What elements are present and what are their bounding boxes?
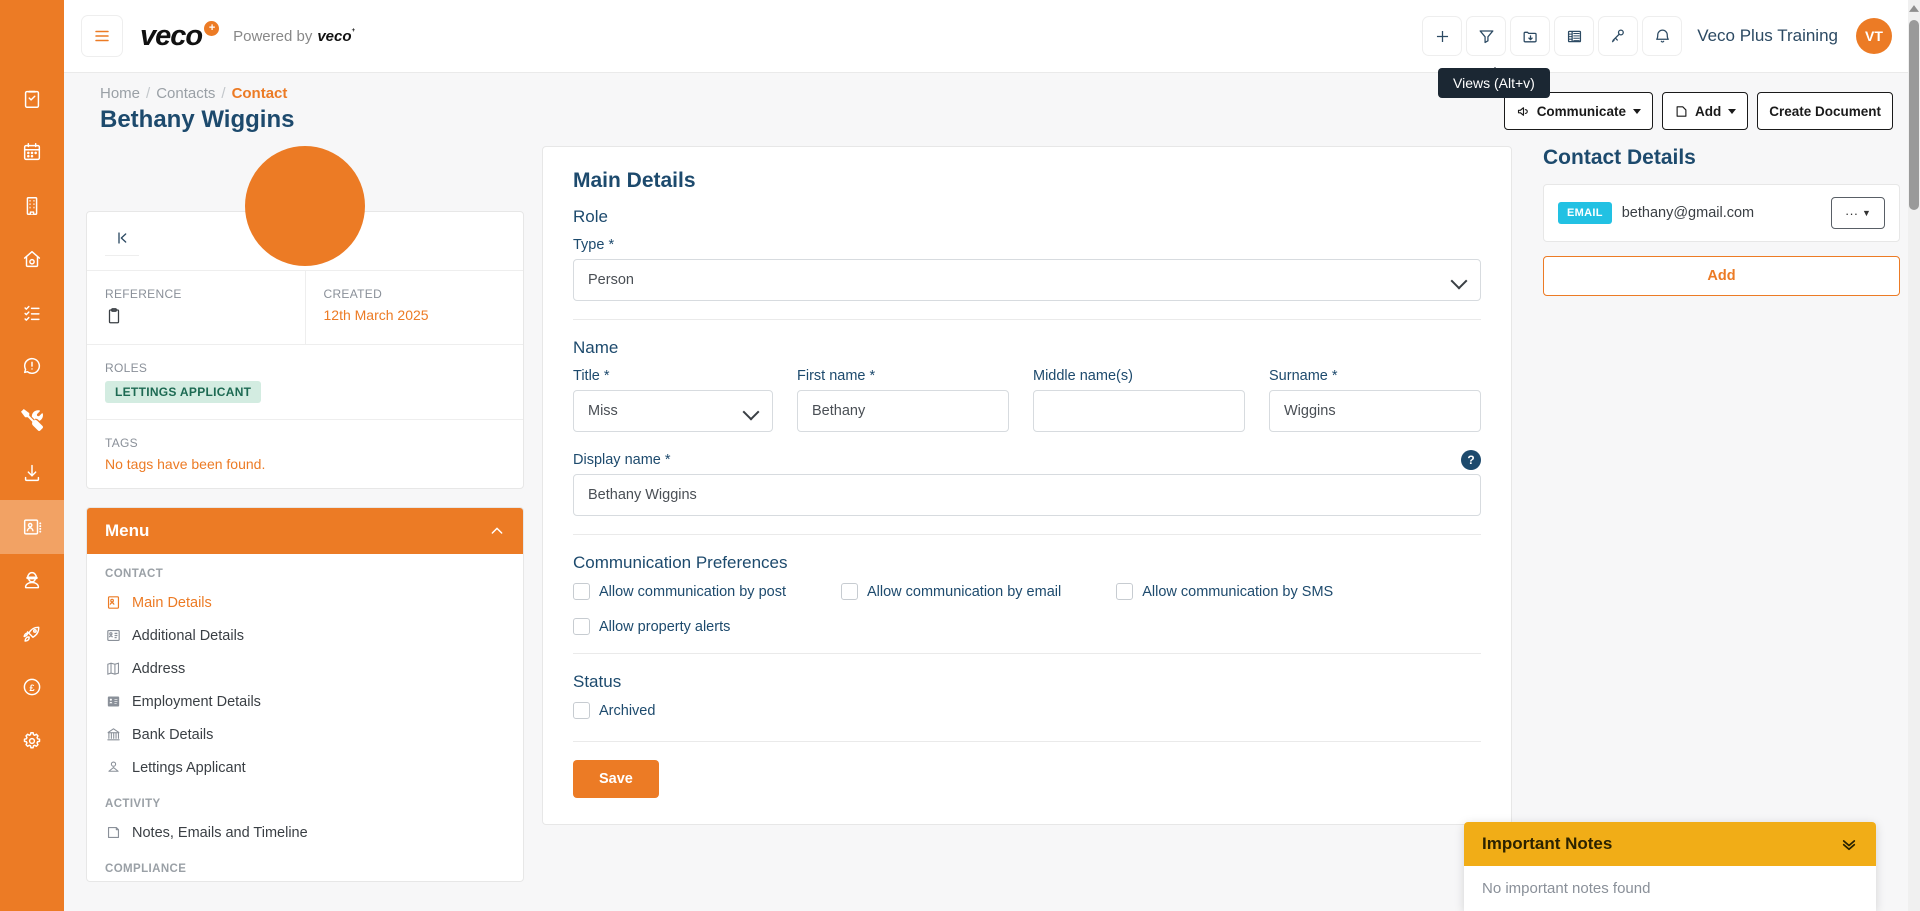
svg-text:£: £: [29, 683, 34, 693]
